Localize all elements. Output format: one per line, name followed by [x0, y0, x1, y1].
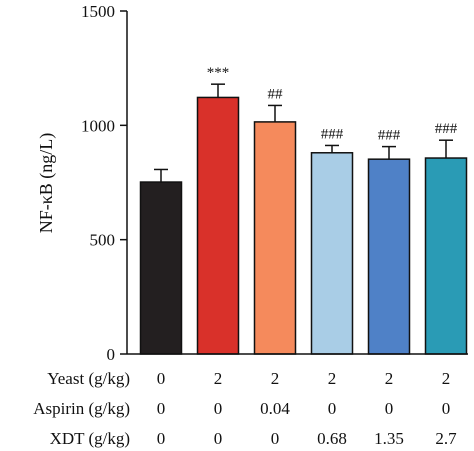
significance-marker: ### [321, 126, 344, 142]
treatment-value: 0 [385, 399, 394, 418]
treatment-value: 2 [328, 369, 337, 388]
y-tick-label: 0 [107, 345, 116, 364]
y-tick-label: 1000 [81, 116, 115, 135]
treatment-row-label: Yeast (g/kg) [47, 369, 130, 388]
treatment-value: 1.35 [374, 429, 404, 448]
treatment-value: 0 [157, 369, 166, 388]
y-ticks-group: 0 500 1000 1500 [81, 2, 127, 364]
y-tick-label: 1500 [81, 2, 115, 21]
treatment-table: Yeast (g/kg) 0 2 2 2 2 2 Aspirin (g/kg) 0 0 0.04 0 0… [33, 369, 457, 448]
treatment-value: 2 [214, 369, 223, 388]
bar [367, 158, 411, 355]
bar [253, 121, 297, 355]
y-axis-label: NF-κB (ng/L) [36, 133, 57, 234]
bars-group [139, 96, 468, 355]
error-bars-group [154, 83, 453, 183]
treatment-value: 2.7 [435, 429, 457, 448]
treatment-value: 2 [271, 369, 280, 388]
treatment-value: 0 [157, 399, 166, 418]
treatment-value: 0.04 [260, 399, 290, 418]
significance-marker: ### [378, 128, 401, 144]
bar [424, 157, 468, 355]
significance-group: ***##### ### ### [207, 65, 458, 143]
bar [310, 152, 354, 355]
treatment-value: 0 [442, 399, 451, 418]
significance-marker: ## [268, 86, 284, 102]
bar [139, 181, 183, 355]
significance-marker: ### [435, 121, 458, 137]
significance-marker: *** [207, 65, 230, 81]
bar [196, 96, 240, 355]
treatment-value: 2 [385, 369, 394, 388]
treatment-value: 0.68 [317, 429, 347, 448]
treatment-value: 2 [442, 369, 451, 388]
y-tick-label: 500 [90, 231, 116, 250]
treatment-row-label: Aspirin (g/kg) [33, 399, 130, 418]
treatment-value: 0 [157, 429, 166, 448]
treatment-value: 0 [214, 399, 223, 418]
treatment-row-label: XDT (g/kg) [50, 429, 130, 448]
treatment-value: 0 [328, 399, 337, 418]
treatment-value: 0 [214, 429, 223, 448]
treatment-value: 0 [271, 429, 280, 448]
